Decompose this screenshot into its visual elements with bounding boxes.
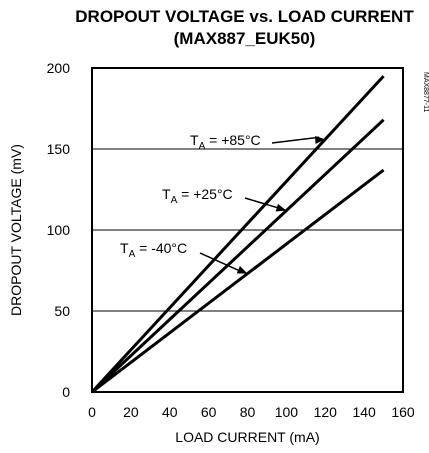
series-label-0: TA = +85°C — [190, 132, 261, 152]
series-line-2 — [91, 168, 385, 394]
x-tick-label: 100 — [275, 404, 299, 420]
x-tick-label: 40 — [162, 404, 178, 420]
y-tick-labels: 0 50 100 150 200 — [47, 60, 71, 400]
series-label-2: TA = -40°C — [120, 240, 187, 260]
series-line-1 — [90, 118, 385, 394]
y-tick-label: 200 — [47, 60, 71, 76]
y-tick-label: 150 — [47, 141, 71, 157]
x-tick-label: 0 — [88, 404, 96, 420]
series-line-0 — [90, 75, 385, 394]
series-label-1: TA = +25°C — [162, 186, 233, 206]
chart-title: DROPOUT VOLTAGE vs. LOAD CURRENT (MAX887… — [60, 6, 429, 50]
y-tick-label: 0 — [62, 384, 70, 400]
x-tick-label: 140 — [352, 404, 376, 420]
series-arrowhead-0 — [314, 135, 326, 144]
x-tick-label: 120 — [314, 404, 338, 420]
x-tick-label: 160 — [391, 404, 415, 420]
series-arrowhead-2 — [236, 265, 248, 274]
series-arrow-0 — [271, 136, 320, 144]
series-lines — [90, 75, 385, 394]
figure-code: MAX8877-11 — [422, 72, 429, 112]
series-arrow-2 — [199, 252, 242, 273]
series-arrowhead-1 — [275, 203, 287, 212]
y-tick-label: 100 — [47, 222, 71, 238]
plot-frame — [91, 67, 404, 393]
series-arrow-1 — [244, 197, 281, 210]
y-axis-label: DROPOUT VOLTAGE (mV) — [8, 144, 24, 316]
x-tick-labels: 0 20 40 60 80 100 120 140 160 — [88, 404, 415, 420]
x-tick-label: 80 — [240, 404, 256, 420]
series-annotations: TA = +85°C TA = +25°C TA = -40°C — [120, 132, 326, 274]
x-tick-label: 20 — [123, 404, 139, 420]
x-axis-label: LOAD CURRENT (mA) — [175, 429, 319, 445]
x-tick-label: 60 — [201, 404, 217, 420]
y-tick-label: 50 — [54, 303, 70, 319]
chart-title-line1: DROPOUT VOLTAGE vs. LOAD CURRENT — [75, 7, 414, 26]
chart-title-line2: (MAX887_EUK50) — [173, 29, 316, 48]
grid-lines — [92, 148, 403, 312]
